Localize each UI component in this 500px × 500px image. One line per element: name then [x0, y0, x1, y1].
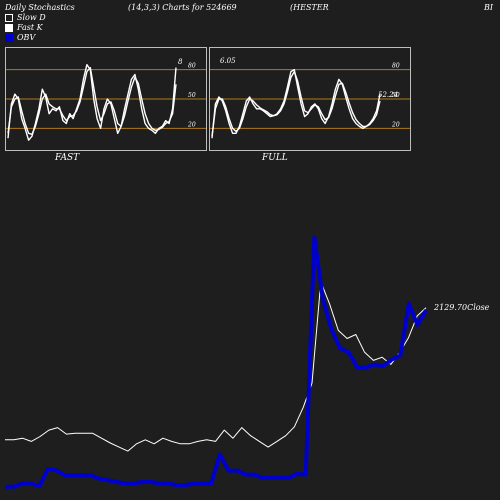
fast-panel-label: FAST — [55, 153, 80, 163]
close-price-line — [5, 281, 427, 452]
fast-last-value-label: 8 — [178, 58, 183, 66]
full-panel-label: FULL — [262, 153, 288, 163]
full-value-label-0: 6.05 — [220, 57, 236, 65]
chart-title: Daily Stochastics — [5, 3, 75, 12]
full-value-label-1: 52.24 — [378, 91, 398, 99]
full-level-80-label: 80 — [392, 63, 400, 70]
legend-obv: OBV — [5, 33, 35, 42]
legend-label: OBV — [17, 33, 36, 42]
obv-swatch — [5, 33, 13, 42]
slow-d-swatch — [5, 13, 13, 22]
fast-level-20-label: 20 — [187, 121, 196, 128]
legend-label: Fast K — [17, 23, 43, 32]
fast-level-50-label: 50 — [188, 92, 196, 99]
legend-fast-k: Fast K — [5, 23, 43, 32]
fast-stochastic-panel: 20 50 80 8 — [5, 47, 207, 151]
fast-series-1-line — [7, 66, 177, 136]
company-name: (HESTER — [290, 3, 329, 12]
full-stochastic-panel: 20 50 80 6.05 52.24 — [209, 47, 411, 151]
legend-slow-d: Slow D — [5, 13, 46, 22]
close-value-label: 2129.70Close — [433, 303, 490, 312]
company-suffix: BI — [484, 3, 494, 12]
full-level-50-label: 50 — [392, 92, 400, 99]
full-level-20-label: 20 — [391, 121, 400, 128]
fast-level-80-label: 80 — [188, 63, 196, 70]
full-series-1-line — [211, 70, 381, 137]
legend-label: Slow D — [17, 13, 46, 22]
fast-series-0-line — [7, 64, 177, 141]
fast-stochastic-chart: 20 50 80 8 — [6, 58, 206, 141]
full-stochastic-chart: 20 50 80 6.05 52.24 — [210, 57, 410, 139]
chart-params: (14,3,3) Charts for 524669 — [128, 3, 237, 12]
obv-line — [5, 235, 428, 489]
fast-k-swatch — [5, 23, 13, 32]
